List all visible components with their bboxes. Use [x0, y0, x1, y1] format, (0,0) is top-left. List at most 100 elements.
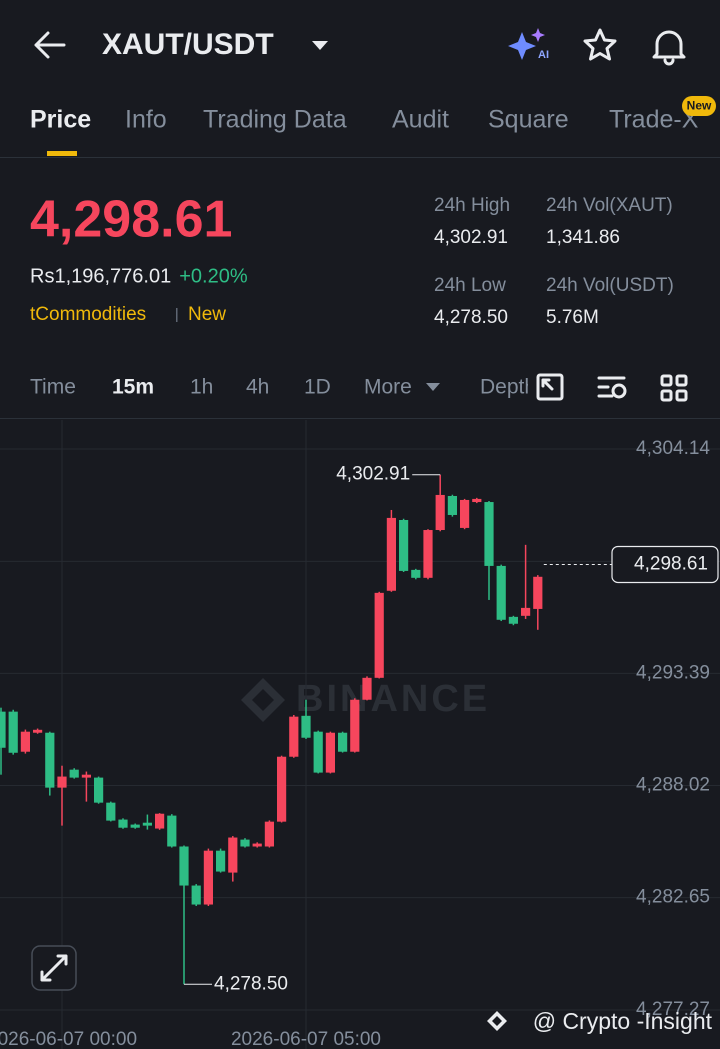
y-tick-label: 4,288.02	[636, 775, 710, 796]
tab-bar: Price Info Trading Data Audit Square Trade-X	[30, 106, 699, 134]
y-tick-label: 4,282.65	[636, 887, 710, 908]
candle-body	[203, 850, 213, 905]
candle-body	[374, 592, 384, 678]
interval-option[interactable]: More	[364, 376, 412, 399]
stat-value: 1,341.86	[546, 227, 620, 248]
candle-body	[45, 732, 55, 788]
alert-button[interactable]	[652, 30, 686, 66]
candle-body	[277, 756, 287, 822]
candle-body	[191, 885, 201, 905]
last-price-label: 4,298.61	[634, 553, 708, 574]
candle-body	[350, 699, 360, 752]
interval-option[interactable]: 1h	[190, 376, 213, 399]
new-badge-text: New	[687, 99, 712, 113]
interval-option[interactable]: 1D	[304, 376, 331, 399]
interval-option[interactable]: Time	[30, 376, 76, 399]
watermark: BINANCE	[296, 678, 490, 720]
candle-body	[81, 774, 91, 778]
candle-body	[423, 530, 433, 578]
tag-badge: New	[188, 304, 226, 325]
layout-grid-part	[675, 389, 688, 402]
tab-indicator	[47, 151, 77, 156]
candle-body	[252, 843, 262, 847]
category-tag[interactable]: tCommodities	[30, 304, 146, 325]
favorite-button-part	[583, 28, 617, 61]
alert-button-part	[652, 30, 686, 66]
stat-label: 24h Vol(USDT)	[546, 275, 674, 296]
layout-grid-part	[660, 389, 673, 402]
last-price: 4,298.61	[30, 191, 232, 249]
candle-body	[325, 732, 335, 773]
candle-body	[106, 802, 116, 821]
indicator-settings-part	[597, 376, 626, 398]
fullscreen-toggle-part	[541, 378, 554, 391]
interval-option[interactable]: 15m	[112, 376, 154, 399]
candle-body	[447, 495, 457, 515]
candle-body	[33, 729, 43, 733]
pair-title[interactable]: XAUT/USDT	[102, 28, 274, 61]
chart-area: BINANCE 2026-06-07 00:00 2026-06-07 05:00 4…	[0, 420, 720, 1049]
expand-chart-part	[40, 954, 68, 982]
stat-value: 4,302.91	[434, 227, 508, 248]
candle-body	[399, 519, 409, 571]
ai-button-part	[531, 28, 545, 42]
layout-grid-part	[660, 374, 673, 387]
candle-body	[411, 569, 421, 578]
candle-body	[472, 498, 482, 503]
pair-dropdown[interactable]	[312, 41, 328, 50]
more-caret[interactable]	[426, 383, 440, 391]
fullscreen-toggle[interactable]	[536, 373, 564, 401]
interval-option[interactable]: 4h	[246, 376, 269, 399]
candle-body	[313, 731, 323, 773]
indicator-settings[interactable]	[597, 376, 627, 399]
candle-body	[216, 850, 226, 872]
tab[interactable]: Price	[30, 106, 91, 134]
new-badge	[682, 96, 716, 116]
expand-chart[interactable]	[31, 945, 77, 991]
candle-body	[155, 813, 165, 829]
high-marker-label: 4,302.91	[336, 464, 410, 485]
local-price: Rs1,196,776.01	[30, 265, 171, 287]
price-change: +0.20%	[179, 265, 248, 287]
tab[interactable]: Trading Data	[203, 106, 347, 134]
y-tick-label: 4,304.14	[636, 438, 710, 459]
candle-body	[179, 846, 189, 886]
candle-body	[533, 576, 543, 609]
interval-option[interactable]: Depth	[480, 376, 536, 399]
candle-body	[362, 677, 372, 700]
candle-body	[142, 822, 152, 826]
favorite-button[interactable]	[583, 28, 617, 61]
credit-logo-part	[487, 1011, 507, 1031]
last-price-box	[611, 545, 719, 584]
x-tick-label: 2026-06-07 00:00	[0, 1029, 137, 1049]
tab[interactable]: Audit	[392, 106, 449, 134]
candle-body	[386, 517, 396, 591]
candle-body	[264, 821, 274, 847]
fullscreen-toggle-part	[536, 373, 564, 401]
layout-grid[interactable]	[660, 374, 688, 402]
tab[interactable]: Info	[125, 106, 167, 134]
y-tick-label: 4,277.27	[636, 999, 710, 1020]
candle-body	[69, 769, 79, 778]
candle-body	[118, 819, 128, 828]
ai-button[interactable]: AI	[508, 28, 549, 61]
candle-body	[228, 837, 238, 873]
tab[interactable]: Square	[488, 106, 569, 134]
divider	[0, 418, 720, 419]
stat-value: 5.76M	[546, 307, 599, 328]
x-tick-label: 2026-06-07 05:00	[231, 1029, 381, 1049]
candle-body	[130, 824, 140, 828]
candle-body	[8, 711, 18, 753]
candle-body	[484, 502, 494, 566]
back-button[interactable]	[34, 31, 66, 59]
ai-label: AI	[538, 49, 549, 61]
y-tick-label: 4,293.39	[636, 662, 710, 683]
candle-body	[289, 716, 299, 757]
stat-label: 24h High	[434, 195, 510, 216]
ai-button-part	[508, 32, 536, 60]
stat-value: 4,278.50	[434, 307, 508, 328]
candle-body	[521, 607, 531, 616]
